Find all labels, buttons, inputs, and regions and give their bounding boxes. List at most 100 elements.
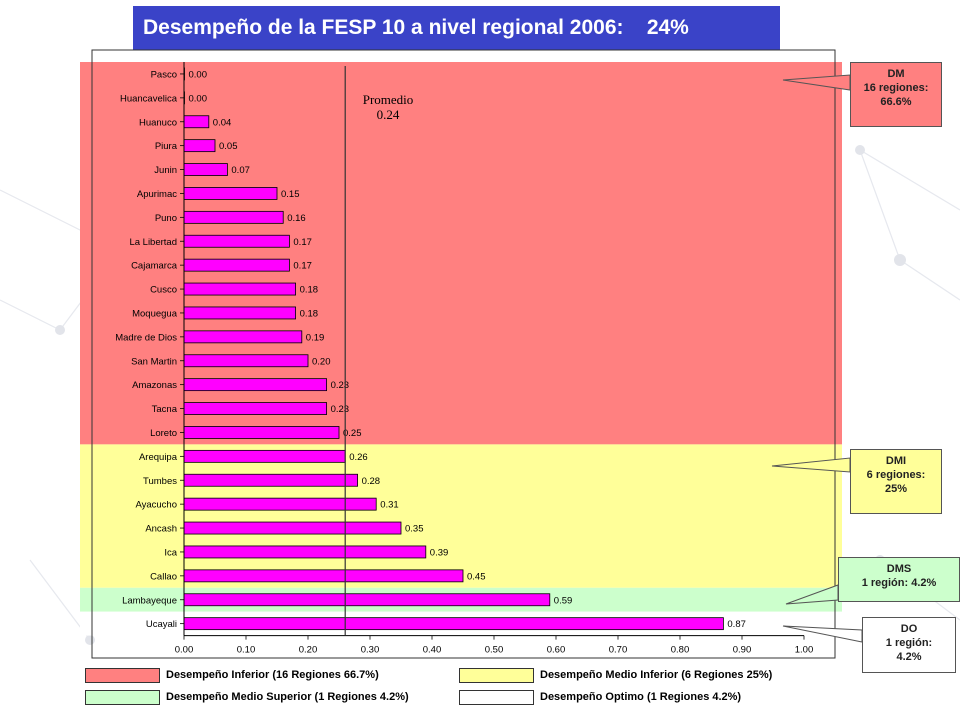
plot-frame [91,49,836,659]
value-label: 0.35 [405,524,424,535]
value-label: 0.07 [231,165,250,176]
legend-label-optimo: Desempeño Optimo (1 Regiones 4.2%) [540,691,742,703]
callout-line: 6 regiones: [866,469,926,481]
bar-callao [183,569,464,583]
bar-junin [183,163,228,176]
value-label: 0.04 [213,117,232,128]
value-label: 0.16 [287,213,306,224]
bar-piura [183,139,216,153]
value-label: 0.17 [293,237,312,248]
legend-swatch-medio_inferior [459,668,534,683]
category-label: Ica [164,547,177,558]
callout-line: DM [887,68,905,80]
value-label: 0.87 [727,619,746,630]
category-label: Pasco [151,69,177,80]
category-label: Moquegua [132,308,178,319]
bar-amazonas [183,378,328,392]
callout-line: DMS [886,563,912,575]
bar-huanuco [183,115,210,129]
callout-line: 16 regiones: [863,82,929,94]
legend-label-medio_inferior: Desempeño Medio Inferior (6 Regiones 25%… [540,669,773,681]
value-label: 0.23 [331,404,350,415]
bar-ica [183,545,427,559]
bar-ancash [183,521,402,535]
value-label: 0.45 [467,571,486,582]
value-label: 0.20 [312,356,331,367]
value-label: 0.18 [300,308,319,319]
value-label: 0.31 [380,500,399,511]
legend-swatch-optimo [459,690,534,705]
x-tick-label: 0.60 [547,645,566,656]
x-tick-label: 0.10 [237,645,256,656]
bar-san-martin [183,354,309,368]
bar-cusco [183,282,296,296]
category-label: Arequipa [139,452,178,463]
category-label: Puno [155,213,177,224]
value-label: 0.15 [281,189,300,200]
value-label: 0.17 [293,261,312,272]
category-label: Tacna [152,404,178,415]
legend-label-inferior: Desempeño Inferior (16 Regiones 66.7%) [166,669,379,681]
value-label: 0.00 [189,69,208,80]
callout-dms: DMS 1 región: 4.2% [838,557,960,602]
value-label: 0.19 [306,332,325,343]
bar-cajamarca [183,258,290,272]
category-label: Madre de Dios [115,332,177,343]
value-label: 0.25 [343,428,362,439]
category-label: Ancash [145,524,177,535]
callout-line: DO [900,623,918,635]
bar-tacna [183,402,328,415]
category-label: Ucayali [146,619,177,630]
x-tick-label: 0.70 [609,645,628,656]
category-label: Junin [154,165,177,176]
callout-line: 4.2% [896,651,922,663]
bar-arequipa [183,449,346,463]
category-label: Amazonas [132,380,177,391]
category-label: Cajamarca [131,261,178,272]
callout-do: DO 1 región: 4.2% [862,617,956,673]
category-label: Huanuco [139,117,177,128]
callout-line: 1 región: [885,637,933,649]
value-label: 0.00 [189,93,208,104]
value-label: 0.39 [430,547,449,558]
category-label: Lambayeque [122,595,177,606]
value-label: 0.59 [554,595,573,606]
x-tick-label: 1.00 [795,645,814,656]
x-tick-label: 0.20 [299,645,318,656]
bar-puno [183,210,284,224]
value-label: 0.23 [331,380,350,391]
callout-line: DMI [885,455,907,467]
value-label: 0.28 [362,476,381,487]
x-tick-label: 0.80 [671,645,690,656]
category-label: Cusco [150,285,177,296]
x-tick-label: 0.90 [733,645,752,656]
bar-ucayali [183,617,724,631]
legend-label-medio_superior: Desempeño Medio Superior (1 Regiones 4.2… [166,691,409,703]
value-label: 0.26 [349,452,368,463]
category-label: Piura [155,141,178,152]
category-label: Apurimac [137,189,177,200]
x-tick-label: 0.30 [361,645,380,656]
category-label: Callao [150,571,177,582]
chart-title: Desempeño de la FESP 10 a nivel regional… [133,6,780,50]
callout-line: 1 región: 4.2% [861,577,937,589]
x-tick-label: 0.40 [423,645,442,656]
callout-dm: DM 16 regiones: 66.6% [850,62,942,127]
bar-madre-de-dios [183,330,303,344]
bar-tumbes [183,473,359,487]
callout-dmi: DMI 6 regiones: 25% [850,449,942,514]
value-label: 0.18 [300,285,319,296]
category-label: La Libertad [129,237,177,248]
average-label: Promedio [363,92,414,107]
legend-swatch-medio_superior [85,690,160,705]
legend-swatch-inferior [85,668,160,683]
category-label: San Martin [131,356,177,367]
bar-lambayeque [183,593,551,607]
bar-ayacucho [183,497,377,511]
bar-loreto [183,426,340,439]
band-medio_inferior [80,444,842,588]
x-tick-label: 0.00 [175,645,194,656]
category-label: Ayacucho [135,500,177,511]
category-label: Huancavelica [120,93,178,104]
